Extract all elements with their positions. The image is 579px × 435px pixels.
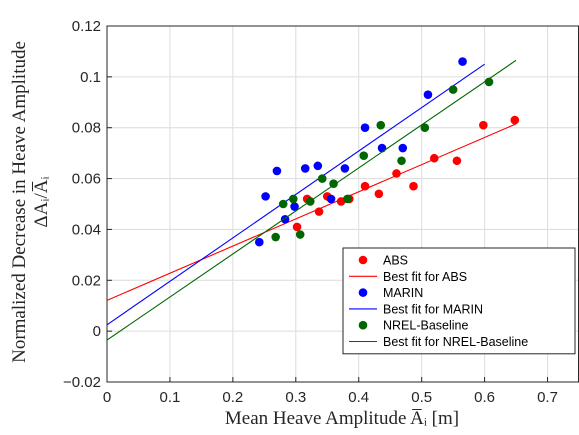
data-point-abs — [510, 115, 520, 125]
legend-swatch-marin — [358, 288, 368, 297]
data-point-abs — [392, 169, 401, 178]
x-tick-label: 0.6 — [474, 389, 495, 406]
legend-label-marin: MARIN — [383, 286, 423, 300]
data-point-marin — [340, 164, 350, 173]
legend-label-abs: ABS — [383, 254, 408, 268]
data-point-nrel-baseline — [359, 151, 369, 160]
data-point-marin — [458, 57, 467, 66]
data-point-nrel-baseline — [271, 232, 280, 242]
legend-label-best-fit-for-abs: Best fit for ABS — [383, 270, 467, 284]
data-point-nrel-baseline — [343, 194, 352, 204]
x-tick-label: 0.5 — [411, 389, 432, 406]
x-tick-label: 0.1 — [160, 389, 181, 406]
data-point-marin — [326, 194, 336, 204]
legend-label-best-fit-for-nrel-baseline: Best fit for NREL-Baseline — [383, 335, 528, 349]
x-tick-label: 0.7 — [537, 389, 558, 406]
data-point-marin — [254, 237, 264, 247]
legend-label-best-fit-for-marin: Best fit for MARIN — [383, 302, 483, 316]
data-point-marin — [300, 164, 310, 173]
y-tick-label: 0.04 — [72, 221, 101, 238]
fit-line-best-fit-for-marin — [106, 63, 485, 326]
x-tick-label: 0.3 — [285, 389, 306, 406]
data-point-abs — [374, 189, 384, 199]
legend-swatch-nrel-baseline — [358, 320, 368, 330]
legend-box — [342, 247, 576, 355]
data-point-nrel-baseline — [295, 230, 305, 239]
x-tick-label: 0 — [103, 389, 111, 406]
data-point-marin — [360, 123, 370, 133]
data-point-abs — [409, 181, 418, 191]
x-axis-label: Mean Heave Amplitude A̅ᵢ [m] — [225, 408, 459, 429]
x-tick-label: 0.2 — [222, 389, 243, 406]
data-point-nrel-baseline — [329, 179, 338, 188]
y-tick-label: 0.1 — [80, 69, 101, 86]
data-point-nrel-baseline — [448, 85, 458, 94]
data-point-nrel-baseline — [420, 123, 430, 133]
data-point-marin — [272, 166, 282, 176]
data-point-nrel-baseline — [376, 120, 386, 130]
fit-line-best-fit-for-nrel-baseline — [106, 59, 517, 341]
y-tick-label: −0.02 — [63, 374, 101, 391]
x-tick-label: 0.4 — [348, 389, 369, 406]
legend: ABS Best fit for ABS MARIN Best fit for MAR… — [342, 247, 576, 355]
y-axis-label-line1: Normalized Decrease in Heave Amplitude — [9, 41, 30, 363]
y-tick-label: 0.06 — [72, 171, 101, 188]
y-axis-label-line2: ΔAᵢ/A̅ᵢ — [31, 176, 52, 227]
data-point-marin — [423, 90, 433, 99]
data-point-nrel-baseline — [288, 194, 298, 204]
y-tick-label: 0 — [93, 323, 101, 340]
axis-ticks: 0 0.1 0.2 0.3 0.4 0.5 0.6 0.7−0.0200.020.040.06… — [63, 18, 558, 406]
data-point-marin — [398, 143, 408, 153]
data-point-marin — [290, 202, 299, 211]
y-tick-label: 0.02 — [72, 272, 101, 289]
data-point-nrel-baseline — [317, 174, 327, 183]
legend-label-nrel-baseline: NREL-Baseline — [383, 319, 469, 333]
data-point-abs — [452, 156, 462, 166]
data-point-abs — [479, 120, 488, 130]
fit-line-best-fit-for-abs — [106, 123, 517, 301]
data-point-abs — [292, 222, 302, 232]
data-point-nrel-baseline — [278, 199, 288, 209]
y-tick-label: 0.12 — [72, 18, 101, 35]
data-point-nrel-baseline — [397, 156, 406, 166]
data-point-marin — [313, 161, 323, 171]
data-point-marin — [261, 192, 270, 201]
data-point-marin — [377, 143, 387, 153]
data-series — [106, 57, 520, 341]
legend-swatch-abs — [358, 255, 368, 265]
y-tick-label: 0.08 — [72, 120, 101, 137]
